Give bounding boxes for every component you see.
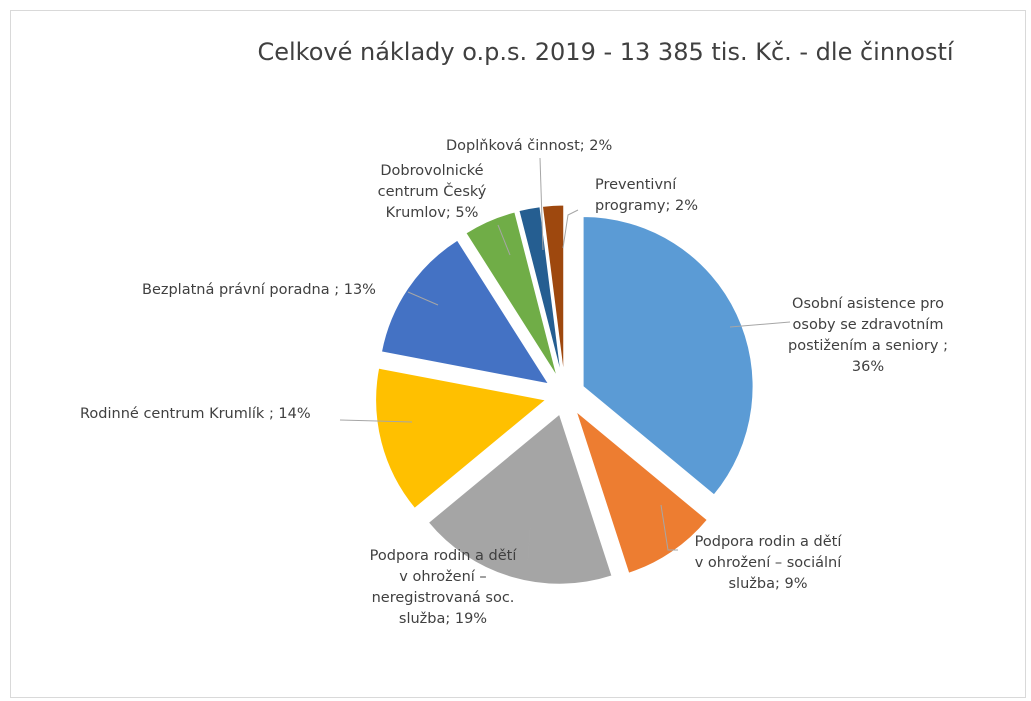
slice-label-line: Osobní asistence pro (792, 296, 944, 312)
slice-label-line: v ohrožení – sociální (695, 555, 843, 571)
slice-label-line: programy; 2% (595, 198, 698, 214)
slice-label-line: v ohrožení – (399, 569, 486, 585)
slice-label-line: Dobrovolnické (380, 163, 483, 179)
slice-label: Rodinné centrum Krumlík ; 14% (80, 406, 311, 422)
slice-label-line: postižením a seniory ; (788, 338, 948, 354)
slice-label-line: služba; 19% (399, 611, 487, 627)
slice-label-line: Rodinné centrum Krumlík ; 14% (80, 406, 311, 422)
slice-label-line: Doplňková činnost; 2% (446, 138, 612, 154)
slice-label-line: Krumlov; 5% (386, 205, 479, 221)
slice-label-line: centrum Český (378, 182, 487, 200)
leader-line (563, 210, 578, 248)
slice-label: Doplňková činnost; 2% (446, 138, 612, 154)
slice-label-line: neregistrovaná soc. (372, 590, 515, 606)
slice-label: Podpora rodin a dětí v ohrožení – neregist… (370, 548, 518, 627)
slice-label: Bezplatná právní poradna ; 13% (142, 282, 376, 298)
slice-label: Osobní asistence pro osoby se zdravotním p… (788, 296, 948, 375)
slice-label-line: služba; 9% (729, 576, 808, 592)
slice-label-line: Bezplatná právní poradna ; 13% (142, 282, 376, 298)
slice-label-line: Podpora rodin a dětí (695, 534, 843, 550)
slice-label-line: osoby se zdravotním (793, 317, 944, 333)
slice-label-line: Podpora rodin a dětí (370, 548, 518, 564)
slice-label: Podpora rodin a dětí v ohrožení – sociáln… (695, 534, 843, 592)
slice-label-line: 36% (852, 359, 884, 375)
slice-label-line: Preventivní (595, 177, 677, 193)
slice-label: Preventivní programy; 2% (595, 177, 698, 214)
slice-label: Dobrovolnické centrum Český Krumlov; 5% (378, 163, 487, 221)
